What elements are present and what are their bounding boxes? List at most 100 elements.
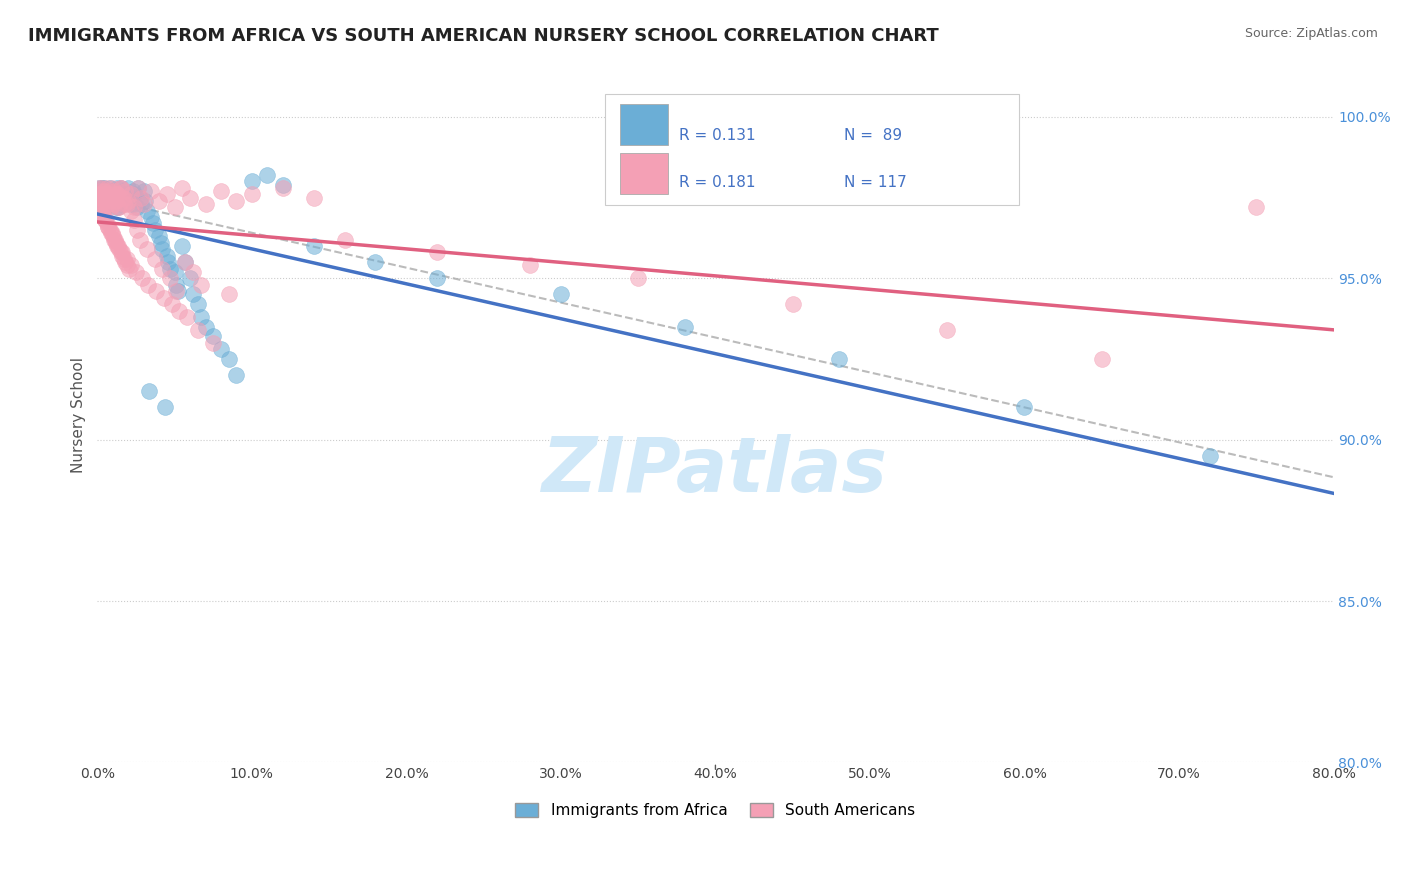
Point bbox=[107, 239, 129, 253]
Point bbox=[111, 191, 134, 205]
Point bbox=[143, 223, 166, 237]
Point bbox=[122, 184, 145, 198]
Point bbox=[98, 223, 121, 237]
Point bbox=[103, 184, 125, 198]
Point bbox=[108, 191, 131, 205]
Point bbox=[91, 197, 114, 211]
Point bbox=[94, 200, 117, 214]
Point bbox=[114, 187, 136, 202]
Point bbox=[150, 261, 173, 276]
Point bbox=[97, 184, 120, 198]
Point bbox=[87, 194, 110, 208]
Point bbox=[174, 255, 197, 269]
Point bbox=[96, 184, 118, 198]
Point bbox=[93, 187, 115, 202]
Point bbox=[117, 197, 139, 211]
Point bbox=[120, 259, 142, 273]
Point bbox=[110, 181, 132, 195]
Point bbox=[124, 200, 146, 214]
Point bbox=[110, 197, 132, 211]
Point bbox=[165, 284, 187, 298]
Point bbox=[426, 245, 449, 260]
Point bbox=[125, 265, 148, 279]
Point bbox=[1244, 200, 1267, 214]
Point bbox=[89, 191, 111, 205]
Point bbox=[141, 210, 163, 224]
Point bbox=[125, 223, 148, 237]
Point bbox=[181, 287, 204, 301]
Point bbox=[108, 200, 131, 214]
Point bbox=[240, 187, 263, 202]
Point bbox=[96, 191, 118, 205]
Point bbox=[89, 187, 111, 202]
Point bbox=[187, 323, 209, 337]
Point bbox=[94, 213, 117, 227]
Point bbox=[89, 197, 111, 211]
Point bbox=[89, 194, 111, 208]
Point bbox=[100, 200, 122, 214]
Point bbox=[117, 261, 139, 276]
Point bbox=[90, 181, 112, 195]
Point bbox=[190, 277, 212, 292]
Point bbox=[333, 233, 356, 247]
Point bbox=[209, 343, 232, 357]
Point bbox=[101, 184, 124, 198]
Point bbox=[107, 200, 129, 214]
Point bbox=[782, 297, 804, 311]
Point bbox=[131, 271, 153, 285]
Point bbox=[94, 187, 117, 202]
Point bbox=[111, 245, 134, 260]
Point bbox=[114, 255, 136, 269]
Point bbox=[108, 242, 131, 256]
Point bbox=[122, 213, 145, 227]
Point bbox=[519, 259, 541, 273]
Point bbox=[115, 259, 138, 273]
Point bbox=[101, 229, 124, 244]
Point bbox=[176, 310, 198, 324]
Point bbox=[218, 351, 240, 366]
Point bbox=[87, 187, 110, 202]
Point bbox=[111, 184, 134, 198]
Point bbox=[159, 261, 181, 276]
Point bbox=[103, 197, 125, 211]
Point bbox=[673, 319, 696, 334]
Point bbox=[134, 194, 156, 208]
Point bbox=[103, 233, 125, 247]
Point bbox=[112, 197, 135, 211]
Point bbox=[91, 207, 114, 221]
Point bbox=[114, 184, 136, 198]
Point bbox=[127, 181, 149, 195]
Point bbox=[179, 271, 201, 285]
Point bbox=[112, 191, 135, 205]
Point bbox=[115, 252, 138, 266]
Point bbox=[187, 297, 209, 311]
Point bbox=[97, 219, 120, 234]
Point bbox=[110, 181, 132, 195]
Point bbox=[302, 239, 325, 253]
Point bbox=[89, 184, 111, 198]
Text: R = 0.131: R = 0.131 bbox=[679, 128, 755, 143]
Text: Source: ZipAtlas.com: Source: ZipAtlas.com bbox=[1244, 27, 1378, 40]
Point bbox=[104, 194, 127, 208]
Point bbox=[97, 187, 120, 202]
Point bbox=[104, 233, 127, 247]
Point bbox=[90, 200, 112, 214]
Point bbox=[91, 207, 114, 221]
Point bbox=[120, 203, 142, 218]
Point bbox=[90, 187, 112, 202]
Point bbox=[138, 384, 160, 399]
Point bbox=[101, 191, 124, 205]
Point bbox=[143, 252, 166, 266]
Point bbox=[107, 187, 129, 202]
Text: IMMIGRANTS FROM AFRICA VS SOUTH AMERICAN NURSERY SCHOOL CORRELATION CHART: IMMIGRANTS FROM AFRICA VS SOUTH AMERICAN… bbox=[28, 27, 939, 45]
Text: N =  89: N = 89 bbox=[844, 128, 901, 143]
Point bbox=[87, 200, 110, 214]
Point bbox=[125, 200, 148, 214]
Point bbox=[100, 181, 122, 195]
Point bbox=[104, 200, 127, 214]
Point bbox=[129, 191, 152, 205]
Point bbox=[90, 181, 112, 195]
Point bbox=[128, 191, 150, 205]
Point bbox=[1091, 351, 1114, 366]
Point bbox=[141, 184, 163, 198]
